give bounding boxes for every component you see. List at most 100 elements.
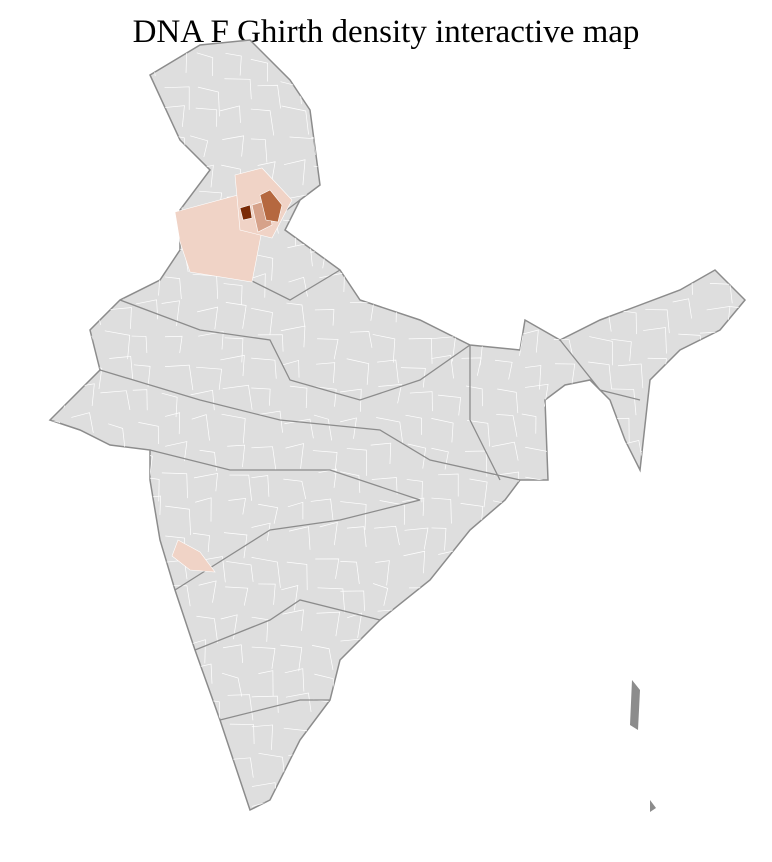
district-border xyxy=(642,724,662,749)
district-border xyxy=(490,561,510,586)
district-border xyxy=(162,731,181,752)
district-border xyxy=(371,217,395,242)
district-border xyxy=(584,640,604,666)
district-border xyxy=(314,49,331,73)
region-maharashtra[interactable] xyxy=(171,539,216,573)
district-border xyxy=(134,613,159,640)
district-border xyxy=(463,811,487,831)
district-border xyxy=(469,478,488,508)
district-border xyxy=(707,638,733,665)
district-border xyxy=(582,783,607,805)
district-border xyxy=(349,81,365,105)
district-border xyxy=(588,361,612,389)
district-border xyxy=(281,105,309,135)
district-border xyxy=(317,587,346,613)
district-border xyxy=(228,757,254,778)
district-border xyxy=(316,79,334,97)
district-border xyxy=(378,383,402,404)
district-border xyxy=(139,227,157,249)
district-border xyxy=(589,580,606,599)
district-border xyxy=(736,786,745,805)
district-border xyxy=(611,587,641,615)
district-border xyxy=(431,355,454,379)
district-border xyxy=(315,807,335,810)
district-border xyxy=(552,131,569,154)
district-border xyxy=(618,534,637,561)
district-border xyxy=(100,390,131,410)
district-border xyxy=(406,479,423,503)
district-border xyxy=(735,672,745,693)
district-border xyxy=(165,614,184,634)
district-border xyxy=(316,362,336,384)
district-border xyxy=(50,477,72,500)
district-border xyxy=(550,807,569,810)
district-border xyxy=(437,135,457,163)
district-border xyxy=(460,253,480,275)
region-high-density[interactable] xyxy=(259,189,283,223)
district-border xyxy=(643,327,667,354)
district-border xyxy=(71,412,94,434)
district-border xyxy=(675,225,703,248)
district-border xyxy=(407,443,427,469)
district-border xyxy=(589,336,613,366)
district-border xyxy=(100,639,121,664)
district-border xyxy=(346,526,367,547)
district-border xyxy=(71,335,95,362)
district-border xyxy=(521,329,539,353)
district-border xyxy=(310,781,336,799)
district-border xyxy=(642,475,671,496)
district-border xyxy=(70,168,98,190)
district-border xyxy=(431,527,447,551)
district-border xyxy=(737,472,745,501)
district-border xyxy=(430,105,447,126)
district-border xyxy=(582,249,602,275)
district-border xyxy=(135,299,159,320)
district-border xyxy=(50,668,65,696)
district-border xyxy=(130,450,153,478)
district-border xyxy=(409,131,431,159)
region-max-density[interactable] xyxy=(239,204,253,221)
district-border xyxy=(164,162,190,181)
district-border xyxy=(617,275,644,298)
district-border xyxy=(497,637,522,667)
district-border xyxy=(50,751,68,777)
district-border xyxy=(552,778,572,802)
district-border xyxy=(102,189,123,208)
district-border xyxy=(71,725,98,751)
district-border xyxy=(431,497,452,524)
district-border xyxy=(251,475,270,497)
district-border xyxy=(431,585,452,605)
district-border xyxy=(430,76,452,99)
district-border xyxy=(102,449,127,471)
district-border xyxy=(250,138,268,163)
india-outline[interactable] xyxy=(48,39,747,812)
district-border xyxy=(131,335,148,353)
district-border xyxy=(71,506,88,535)
district-border xyxy=(196,366,222,390)
district-border xyxy=(611,338,632,362)
district-border xyxy=(558,197,580,215)
district-border xyxy=(285,692,312,712)
district-border xyxy=(346,199,365,223)
district-border xyxy=(733,140,745,167)
district-border xyxy=(525,556,544,579)
district-border xyxy=(674,420,693,444)
district-border xyxy=(709,110,736,132)
district-border xyxy=(280,325,306,348)
district-border xyxy=(676,723,697,754)
district-border xyxy=(223,532,248,559)
district-border xyxy=(197,805,217,810)
district-border xyxy=(499,584,519,609)
district-border xyxy=(379,500,406,525)
district-border xyxy=(137,785,160,802)
district-border xyxy=(50,282,65,304)
district-border xyxy=(50,332,72,352)
district-border xyxy=(610,49,635,72)
district-border xyxy=(438,809,462,810)
district-border xyxy=(405,414,422,435)
district-border xyxy=(732,444,745,471)
district-border xyxy=(222,384,253,410)
district-border xyxy=(341,810,362,837)
district-border xyxy=(558,695,585,721)
